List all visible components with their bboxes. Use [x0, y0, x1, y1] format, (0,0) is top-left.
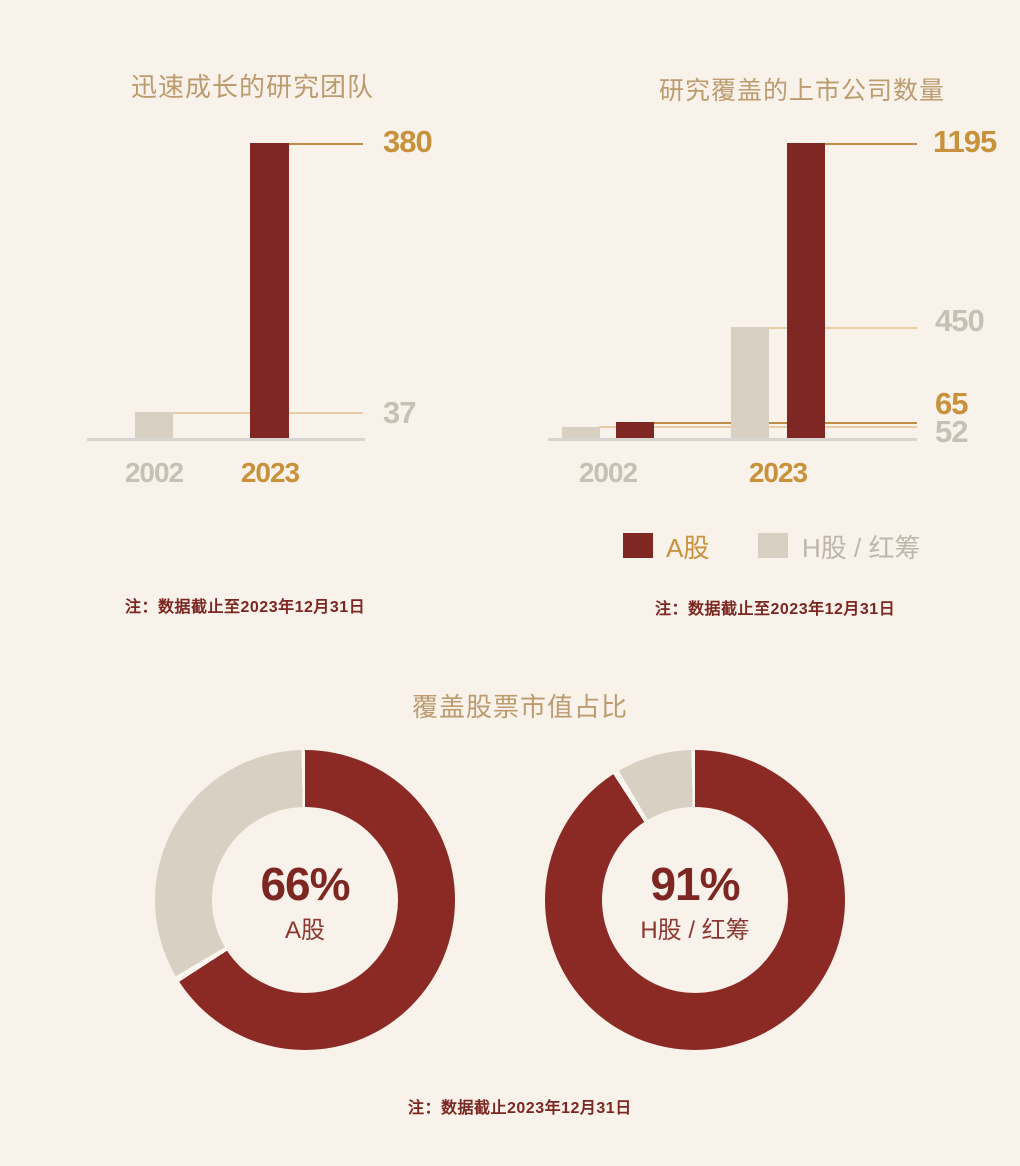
right-leader-line-450	[768, 327, 917, 329]
right-bar-2023-h-share	[731, 327, 769, 438]
right-bar-2002-h-share	[562, 427, 600, 438]
donut-section-title: 覆盖股票市值占比	[412, 692, 629, 722]
legend-swatch-a-share	[623, 533, 653, 558]
right-year-2023: 2023	[748, 457, 808, 488]
right-bar-2002-a-share	[616, 422, 654, 438]
left-value-37: 37	[383, 395, 416, 430]
donut-a-share-label: A股	[284, 917, 325, 944]
donut-a-share: 66% A股	[155, 750, 455, 1050]
donut-section-note: 注：数据截止2023年12月31日	[408, 1100, 632, 1117]
left-chart-title: 迅速成长的研究团队	[131, 72, 375, 102]
left-bar-2002	[135, 412, 173, 438]
donut-h-share-percentage: 91%	[650, 858, 740, 910]
left-year-2002: 2002	[124, 457, 184, 488]
right-axis-baseline	[548, 438, 917, 441]
donut-a-share-percentage: 66%	[260, 858, 350, 910]
donut-a-share-center: 66% A股	[212, 807, 398, 993]
right-chart-title: 研究覆盖的上市公司数量	[659, 77, 946, 105]
left-bar-2023	[250, 143, 289, 438]
left-value-380: 380	[383, 124, 433, 159]
legend-swatch-h-share	[758, 533, 788, 558]
donut-h-share-label: H股 / 红筹	[640, 917, 750, 944]
right-year-2002: 2002	[578, 457, 638, 488]
left-axis-baseline	[87, 438, 365, 441]
right-leader-line-1195	[824, 143, 917, 145]
right-bar-2023-a-share	[787, 143, 825, 438]
right-leader-line-65	[653, 422, 917, 424]
legend-label-a-share: A股	[666, 533, 710, 563]
donut-h-share-center: 91% H股 / 红筹	[602, 807, 788, 993]
right-chart-note: 注：数据截止至2023年12月31日	[655, 601, 896, 618]
left-year-2023: 2023	[240, 457, 300, 488]
right-value-450: 450	[935, 303, 985, 338]
donut-h-share: 91% H股 / 红筹	[545, 750, 845, 1050]
right-value-65: 65	[935, 386, 968, 421]
right-value-1195: 1195	[933, 124, 997, 159]
legend-label-h-share: H股 / 红筹	[802, 533, 921, 563]
left-leader-line-380	[288, 143, 363, 145]
right-value-52: 52	[935, 414, 968, 449]
left-chart-note: 注：数据截止至2023年12月31日	[125, 599, 366, 616]
